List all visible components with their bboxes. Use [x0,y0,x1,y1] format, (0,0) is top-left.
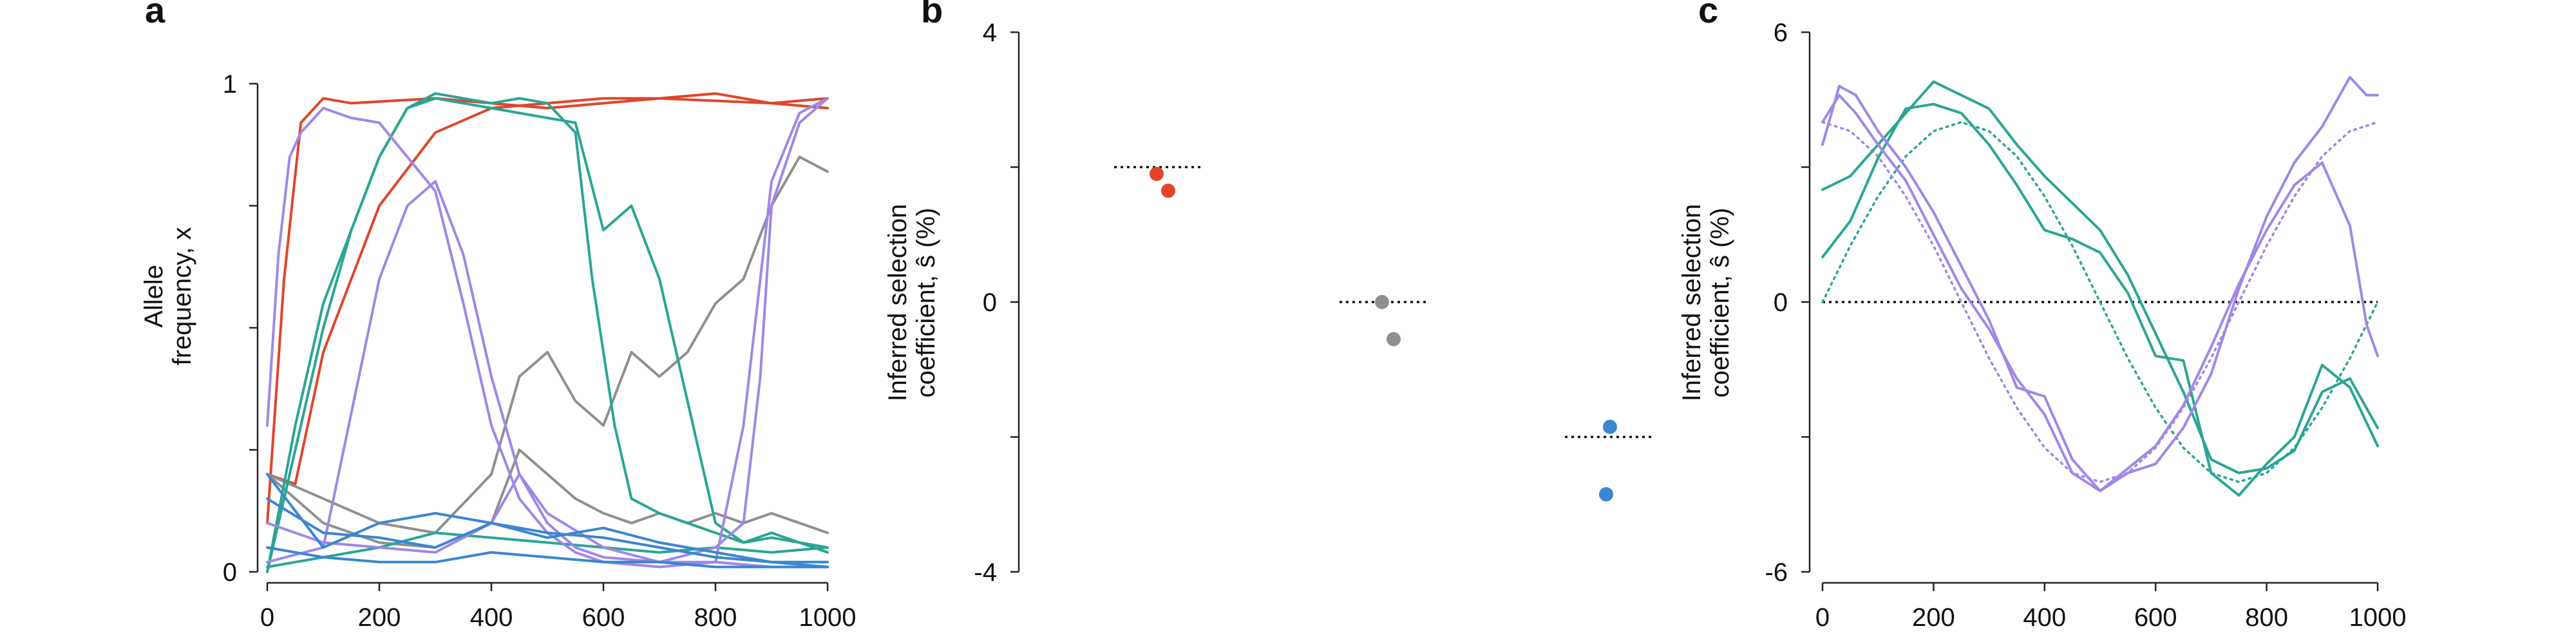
panel-b-estimate-point [1375,295,1389,309]
panel-c-inferred-line [1821,80,2379,475]
panel-a-x-tick-label: 600 [582,603,625,632]
panel-a-label: a [145,0,166,30]
panel-a-series-line [266,531,829,569]
panel-c-label: c [1698,0,1718,30]
panel-b-estimate-point [1150,166,1164,181]
panel-c-y-tick-label: -6 [1765,558,1788,587]
panel-b-estimate-point [1387,332,1401,346]
panel-a-series-line [266,448,829,549]
panel-a-ylabel-line1: Allele [140,265,168,328]
panel-a-x-tick-label: 400 [470,603,513,632]
panel-c-y-tick-label: 6 [1774,19,1788,47]
panel-a-series [266,92,829,573]
panel-b-y-tick-label: -4 [974,558,997,587]
panel-c-lines [1821,75,2379,497]
panel-a-series-line [266,546,829,569]
panel-a-series-line [266,97,829,564]
panel-a: a Allele frequency, x 0 200 400 600 800 10000… [140,0,856,632]
panel-b-ylabel-line1: Inferred selection [884,204,912,402]
panel-a-x-tick-label: 1000 [799,603,857,632]
panel-c-inferred-line [1821,75,2379,493]
panel-a-y-tick-label: 1 [223,70,237,99]
panel-a-series-line [266,473,829,564]
panel-c-y-tick-label: 0 [1774,289,1788,317]
panel-a-series-line [266,155,829,535]
panel-c-inferred-line [1821,93,2379,493]
panel-c-x-tick-label: 400 [2023,603,2066,632]
panel-b-label: b [921,0,943,30]
panel-a-series-line [266,473,829,569]
panel-c-true-curve [1821,120,2379,484]
panel-c-ylabel: Inferred selection coefficient, ŝ (%) [1678,204,1734,402]
panel-c-ylabel-line1: Inferred selection [1678,204,1706,402]
panel-a-x-tick-label: 800 [694,603,737,632]
panel-a-x-tick-label: 0 [260,603,274,632]
panel-b-y-tick-label: 4 [983,19,997,47]
panel-c-x-tick-label: 600 [2134,603,2177,632]
panel-a-ylabel: Allele frequency, x [140,227,196,366]
panel-b-estimate-point [1599,487,1613,502]
panel-b-estimate-point [1603,419,1617,434]
panel-a-series-line [266,97,829,573]
panel-c-inferred-line [1821,102,2379,497]
panel-b-ticks: 4 0 -4 [974,19,1019,587]
panel-c-x-tick-label: 200 [1912,603,1955,632]
panel-b-estimate-point [1161,184,1175,198]
panel-a-ticks: 0 200 400 600 800 1000 0 1 [223,70,857,632]
panel-b-ylabel-line2: coefficient, ŝ (%) [912,208,940,398]
panel-c-x-tick-label: 1000 [2349,603,2407,632]
panel-a-ylabel-line2: frequency, x [168,227,196,366]
panel-a-series-line [266,497,829,569]
panel-c-ticks: 0 200 400 600 800 1000 6 0 -6 [1765,19,2406,632]
panel-a-x-tick-label: 200 [358,603,401,632]
panel-a-y-tick-label: 0 [223,558,237,587]
panel-c: c Inferred selection coefficient, ŝ (%) … [1678,0,2406,632]
panel-a-series-line [266,97,829,569]
panel-c-ylabel-line2: coefficient, ŝ (%) [1706,208,1734,398]
panel-c-x-tick-label: 0 [1815,603,1830,632]
panel-b: b Inferred selection coefficient, ŝ (%) … [884,0,1655,587]
panel-c-true-curve [1821,120,2379,484]
panel-a-series-line [266,92,829,573]
panel-c-x-tick-label: 800 [2245,603,2288,632]
panel-b-ylabel: Inferred selection coefficient, ŝ (%) [884,204,940,402]
panel-b-marks [1114,166,1655,502]
panel-b-y-tick-label: 0 [983,289,997,317]
panel-a-series-line [266,97,829,525]
